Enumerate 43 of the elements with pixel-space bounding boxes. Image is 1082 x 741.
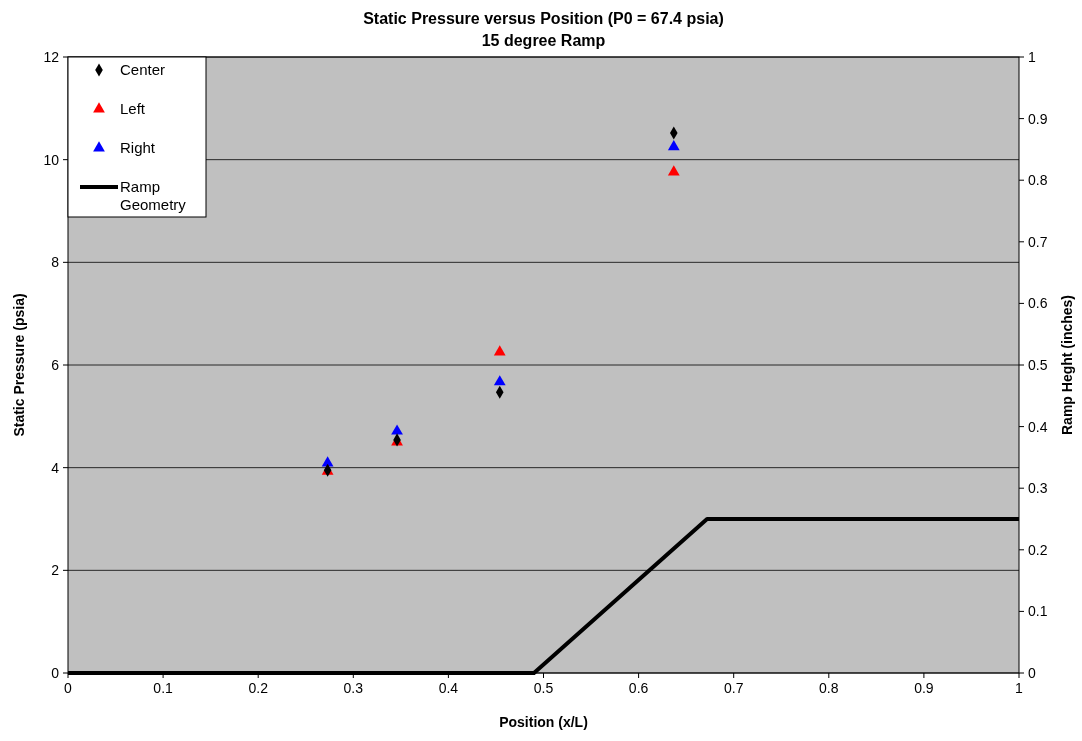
x-tick-label: 0.6	[628, 680, 649, 696]
x-axis-title: Position (x/L)	[499, 714, 588, 730]
y2-axis-title: Ramp Heght (inches)	[1059, 294, 1075, 436]
y2-tick-label: 1	[1028, 49, 1036, 65]
y-tick-label: 0	[51, 665, 60, 681]
x-tick-label: 0.3	[343, 680, 364, 696]
point	[493, 375, 506, 386]
point	[391, 424, 403, 435]
y-tick-label: 6	[51, 357, 60, 373]
y2-tick-label: 0.6	[1028, 295, 1048, 312]
x-tick-label: 0.2	[248, 680, 269, 696]
chart-subtitle: 15 degree Ramp	[481, 32, 606, 49]
y2-tick-label: 0.9	[1028, 110, 1048, 127]
y-tick-label: 12	[43, 49, 60, 65]
y-tick-label: 2	[51, 562, 60, 579]
point	[667, 140, 680, 151]
y-tick-label: 4	[51, 459, 60, 476]
y-tick-label: 8	[51, 254, 60, 271]
legend-label: Left	[120, 100, 146, 117]
x-tick-label: 1	[1015, 680, 1024, 696]
y2-tick-label: 0.3	[1028, 480, 1048, 497]
x-tick-label: 0.4	[438, 680, 459, 696]
x-tick-label: 0	[64, 680, 73, 696]
y2-tick-label: 0.1	[1028, 603, 1048, 620]
y2-tick-label: 0.5	[1028, 357, 1048, 373]
x-tick-label: 0.8	[819, 680, 839, 696]
y2-tick-label: 0	[1028, 665, 1036, 681]
y2-tick-label: 0.7	[1028, 233, 1048, 250]
legend-label: Ramp Geometry	[120, 178, 187, 213]
y-tick-label: 10	[43, 151, 60, 168]
point	[667, 165, 680, 176]
y2-tick-label: 0.2	[1028, 541, 1048, 558]
y2-tick-label: 0.8	[1028, 172, 1048, 189]
x-tick-label: 0.5	[533, 680, 554, 696]
legend-label: Right	[120, 139, 156, 156]
legend-label: Center	[120, 61, 166, 78]
x-tick-label: 0.7	[723, 680, 744, 696]
point	[493, 345, 506, 356]
x-tick-label: 0.9	[914, 680, 934, 696]
x-tick-label: 0.1	[153, 680, 174, 696]
y-axis-title: Static Pressure (psia)	[11, 293, 27, 437]
y2-tick-label: 0.4	[1028, 418, 1048, 435]
chart-title: Static Pressure versus Position (P0 = 67.4 psia)	[363, 10, 724, 27]
